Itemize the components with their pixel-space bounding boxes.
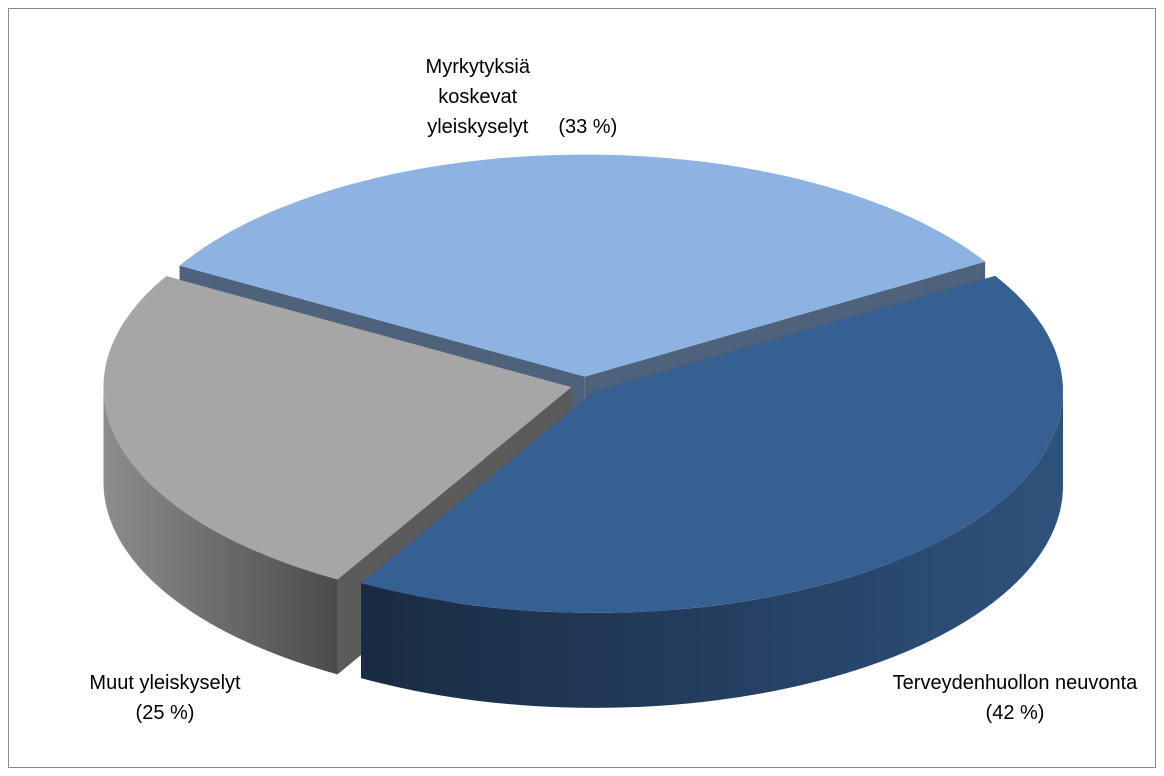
slice [361, 275, 1064, 613]
slice-label: Terveydenhuollon neuvonta (42 %) [890, 668, 1140, 728]
slice-label: Muut yleiskyselyt (25 %) [40, 668, 290, 728]
category-label: Myrkytyksiä koskevat yleiskyselyt [425, 56, 530, 138]
slice [179, 154, 986, 377]
slice-side [103, 387, 338, 675]
slice [103, 276, 572, 580]
value-label: (42 %) [985, 702, 1045, 724]
value-label: (33 %) [558, 116, 618, 138]
slice-side [361, 390, 1064, 708]
value-label: (25 %) [135, 702, 195, 724]
category-label: Muut yleiskyselyt [89, 672, 241, 694]
slice-label: Myrkytyksiä koskevat yleiskyselyt (33 %) [400, 52, 620, 142]
category-label: Terveydenhuollon neuvonta [892, 672, 1138, 694]
pie [103, 154, 1064, 708]
